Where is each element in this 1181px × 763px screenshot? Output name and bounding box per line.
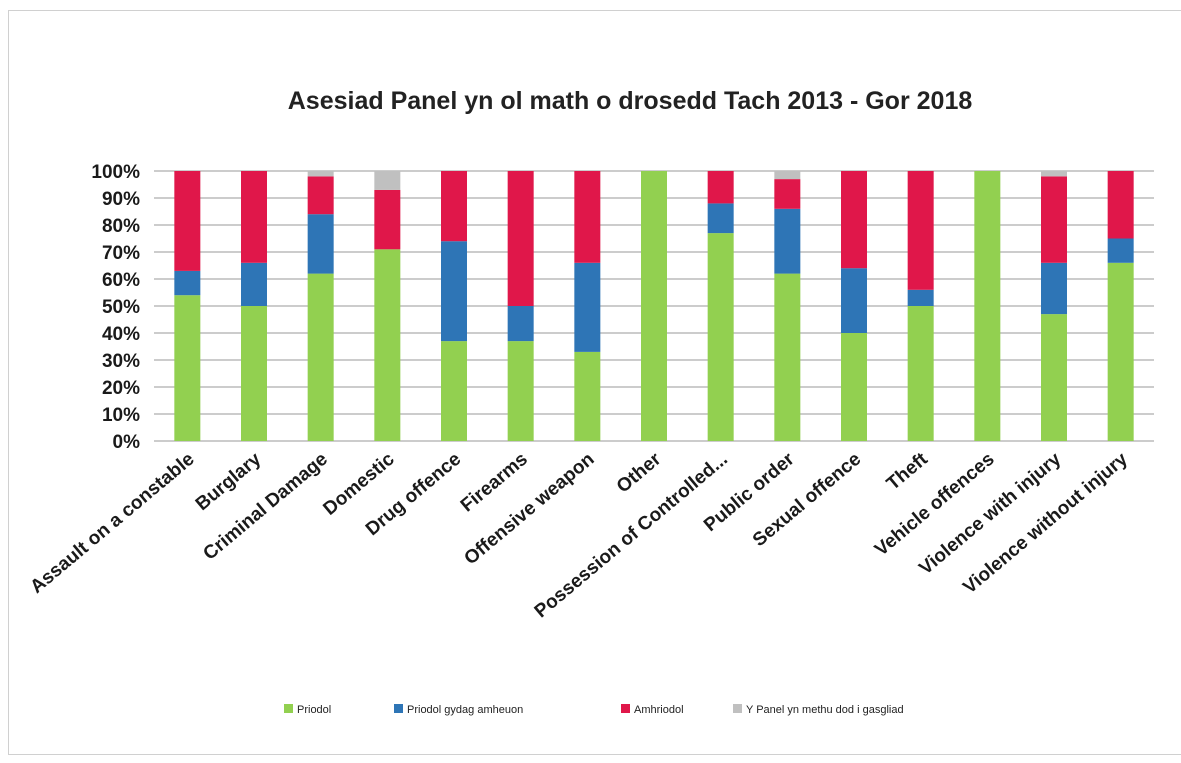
bar-segment xyxy=(1107,238,1134,263)
chart-frame: Asesiad Panel yn ol math o drosedd Tach … xyxy=(8,10,1181,755)
bar-segment xyxy=(841,268,867,333)
bar-segment xyxy=(241,262,267,306)
y-tick-label: 60% xyxy=(102,270,140,291)
y-tick-label: 40% xyxy=(102,324,140,345)
bar-segment xyxy=(641,171,667,441)
legend-swatch xyxy=(284,704,293,713)
legend-label: Priodol gydag amheuon xyxy=(407,704,523,716)
bar-segment xyxy=(707,233,734,441)
bar-segment xyxy=(974,171,1001,441)
bar-segment xyxy=(507,171,534,306)
bar-segment xyxy=(574,171,601,263)
legend-swatch xyxy=(733,704,742,713)
bar-segment xyxy=(174,295,201,441)
legend-swatch xyxy=(394,704,403,713)
bar-segment xyxy=(774,208,801,274)
bar-segment xyxy=(574,351,601,441)
bar-segment xyxy=(174,171,201,271)
y-tick-label: 20% xyxy=(102,378,140,399)
legend-label: Priodol xyxy=(297,704,331,716)
y-axis-ticks: 0% 10% 20% 30% 40% 50% 60% 70% 80% 90% 100% xyxy=(91,162,140,453)
bar-segment xyxy=(774,179,801,209)
bar-segment xyxy=(507,341,534,441)
bar-segment xyxy=(907,171,934,290)
bar-segment xyxy=(374,171,401,190)
bar-segment xyxy=(907,289,934,306)
bar-segment xyxy=(907,306,934,441)
bar-segment xyxy=(441,241,467,342)
y-tick-label: 0% xyxy=(113,432,141,453)
bar-segment xyxy=(707,203,734,234)
bar-segment xyxy=(1041,176,1067,263)
bar-segment xyxy=(307,214,334,274)
y-tick-label: 10% xyxy=(102,405,140,426)
y-tick-label: 30% xyxy=(102,351,140,372)
y-tick-label: 100% xyxy=(91,162,140,183)
x-tick-label: Other xyxy=(613,448,666,497)
bar-segment xyxy=(1107,171,1134,239)
legend: Priodol Priodol gydag amheuon Amhriodol Y P… xyxy=(284,704,904,716)
x-tick-label: Theft xyxy=(883,448,933,494)
bar-segment xyxy=(841,171,867,269)
bar-segment xyxy=(574,262,601,352)
bar-segment xyxy=(307,176,334,215)
bar-segment xyxy=(441,171,467,242)
bar-segment xyxy=(174,270,201,296)
y-tick-label: 80% xyxy=(102,216,140,237)
bar-segment xyxy=(1041,314,1067,441)
x-tick-label: Assault on a constable xyxy=(27,449,199,598)
bar-segment xyxy=(774,171,801,180)
bar-segment xyxy=(441,341,467,441)
bar-segment xyxy=(241,171,267,263)
bar-segment xyxy=(774,273,801,441)
bar-segment xyxy=(1041,171,1067,177)
bar-segment xyxy=(1107,262,1134,441)
bar-segment xyxy=(374,249,401,441)
bars xyxy=(174,171,1134,441)
legend-label: Amhriodol xyxy=(634,704,684,716)
bar-segment xyxy=(507,306,534,342)
legend-swatch xyxy=(621,704,630,713)
x-tick-label: Vehicle offences xyxy=(871,449,999,561)
bar-segment xyxy=(1041,262,1067,315)
x-tick-label: Offensive weapon xyxy=(460,449,598,570)
bar-segment xyxy=(841,333,867,441)
bar-segment xyxy=(707,171,734,204)
legend-label: Y Panel yn methu dod i gasgliad xyxy=(746,704,904,716)
bar-segment xyxy=(307,273,334,441)
chart-canvas: Asesiad Panel yn ol math o drosedd Tach … xyxy=(27,87,1154,716)
y-tick-label: 50% xyxy=(102,297,140,318)
bar-segment xyxy=(307,171,334,177)
x-tick-label: Criminal Damage xyxy=(199,449,331,565)
bar-segment xyxy=(241,306,267,441)
chart-title: Asesiad Panel yn ol math o drosedd Tach … xyxy=(288,87,973,115)
y-tick-label: 70% xyxy=(102,243,140,264)
bar-segment xyxy=(374,189,401,250)
y-tick-label: 90% xyxy=(102,189,140,210)
